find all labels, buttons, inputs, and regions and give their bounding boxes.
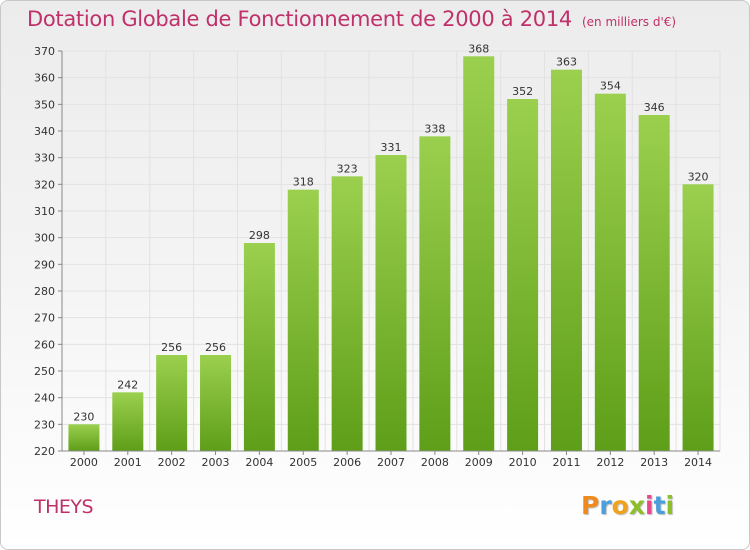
bar	[550, 69, 582, 452]
x-tick-label: 2001	[114, 456, 142, 469]
data-label: 256	[205, 341, 226, 354]
data-label: 230	[73, 410, 94, 423]
bar	[463, 56, 495, 451]
bar	[419, 136, 451, 452]
bar	[594, 93, 626, 452]
y-tick-label: 280	[34, 285, 55, 298]
commune-name: THEYS	[34, 496, 94, 518]
bar	[68, 424, 100, 451]
bar	[375, 155, 407, 451]
x-tick-label: 2010	[509, 456, 537, 469]
y-tick-label: 370	[34, 45, 55, 58]
data-label: 242	[117, 378, 138, 391]
bar	[638, 115, 670, 451]
y-tick-label: 230	[34, 418, 55, 431]
axes: 220 230 240 250 260 270 280 290 300 310 320 330 340 3…	[34, 45, 720, 469]
x-tick-label: 2004	[245, 456, 273, 469]
logo-letter: o	[611, 491, 629, 520]
y-tick-label: 340	[34, 125, 55, 138]
x-tick-label: 2006	[333, 456, 361, 469]
bar	[112, 392, 144, 451]
bar	[507, 99, 539, 451]
data-label: 346	[644, 101, 665, 114]
data-label: 354	[600, 80, 621, 93]
bar	[682, 184, 714, 452]
logo-letter: r	[599, 491, 612, 520]
y-tick-label: 220	[34, 445, 55, 458]
y-tick-label: 270	[34, 312, 55, 325]
x-tick-label: 2013	[640, 456, 668, 469]
data-label: 368	[468, 42, 489, 55]
bar	[243, 243, 275, 451]
y-tick-label: 320	[34, 178, 55, 191]
data-label: 323	[337, 162, 358, 175]
x-tick-label: 2007	[377, 456, 405, 469]
y-tick-label: 360	[34, 72, 55, 85]
x-tick-label: 2014	[684, 456, 712, 469]
x-tick-label: 2012	[596, 456, 624, 469]
y-tick-label: 240	[34, 392, 55, 405]
chart-unit: (en milliers d'€)	[581, 15, 677, 29]
data-label: 363	[556, 56, 577, 69]
chart-title: Dotation Globale de Fonctionnement de 20…	[27, 7, 676, 31]
data-label: 352	[512, 85, 533, 98]
logo-letter: x	[628, 491, 645, 520]
x-tick-label: 2011	[552, 456, 580, 469]
proxiti-logo[interactable]: Proxiti	[581, 491, 674, 520]
bar	[156, 355, 188, 451]
data-label: 256	[161, 341, 182, 354]
data-label: 338	[424, 122, 445, 135]
x-tick-label: 2000	[70, 456, 98, 469]
x-tick-label: 2005	[289, 456, 317, 469]
x-tick-label: 2009	[465, 456, 493, 469]
data-label: 331	[381, 141, 402, 154]
bars: 230 242 256 256 298 318 323 331 338 368 352 363 354 3…	[68, 42, 714, 452]
bar	[200, 355, 232, 451]
logo-letter: i	[665, 491, 675, 520]
logo-letter: P	[581, 491, 600, 520]
y-tick-label: 290	[34, 258, 55, 271]
data-label: 318	[293, 176, 314, 189]
bar	[287, 189, 319, 451]
y-tick-label: 300	[34, 232, 55, 245]
logo-letter: i	[645, 491, 654, 520]
data-label: 298	[249, 229, 270, 242]
x-tick-label: 2008	[421, 456, 449, 469]
y-tick-label: 260	[34, 338, 55, 351]
chart-title-text: Dotation Globale de Fonctionnement de 20…	[27, 7, 572, 31]
bar	[331, 176, 363, 452]
y-tick-label: 330	[34, 152, 55, 165]
y-tick-label: 350	[34, 98, 55, 111]
x-tick-label: 2003	[202, 456, 230, 469]
data-label: 320	[688, 170, 709, 183]
x-tick-label: 2002	[158, 456, 186, 469]
logo-letter: t	[653, 491, 666, 520]
y-tick-label: 310	[34, 205, 55, 218]
y-tick-label: 250	[34, 365, 55, 378]
